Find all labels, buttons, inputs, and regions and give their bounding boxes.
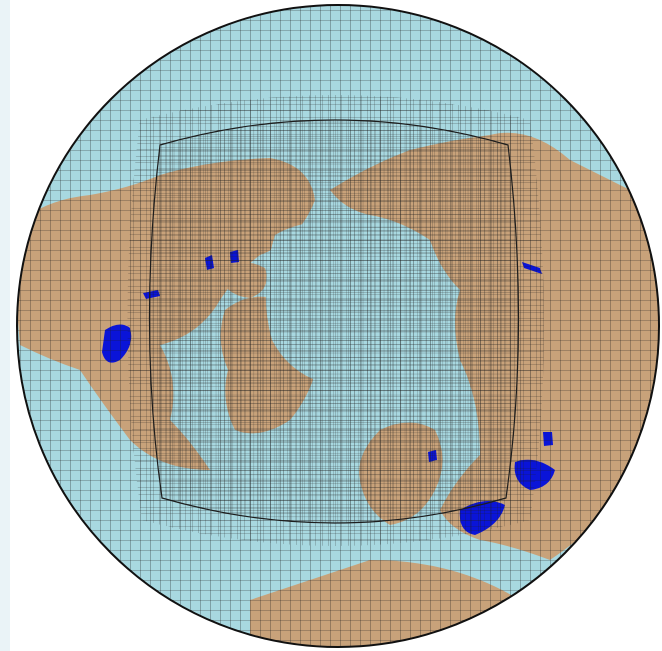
refined-region-border xyxy=(148,119,520,524)
globe-mesh-svg xyxy=(16,4,660,648)
figure-canvas xyxy=(10,0,662,651)
inner-mesh-grid xyxy=(149,120,519,523)
refined-region xyxy=(149,120,519,523)
globe-outline xyxy=(16,4,660,648)
